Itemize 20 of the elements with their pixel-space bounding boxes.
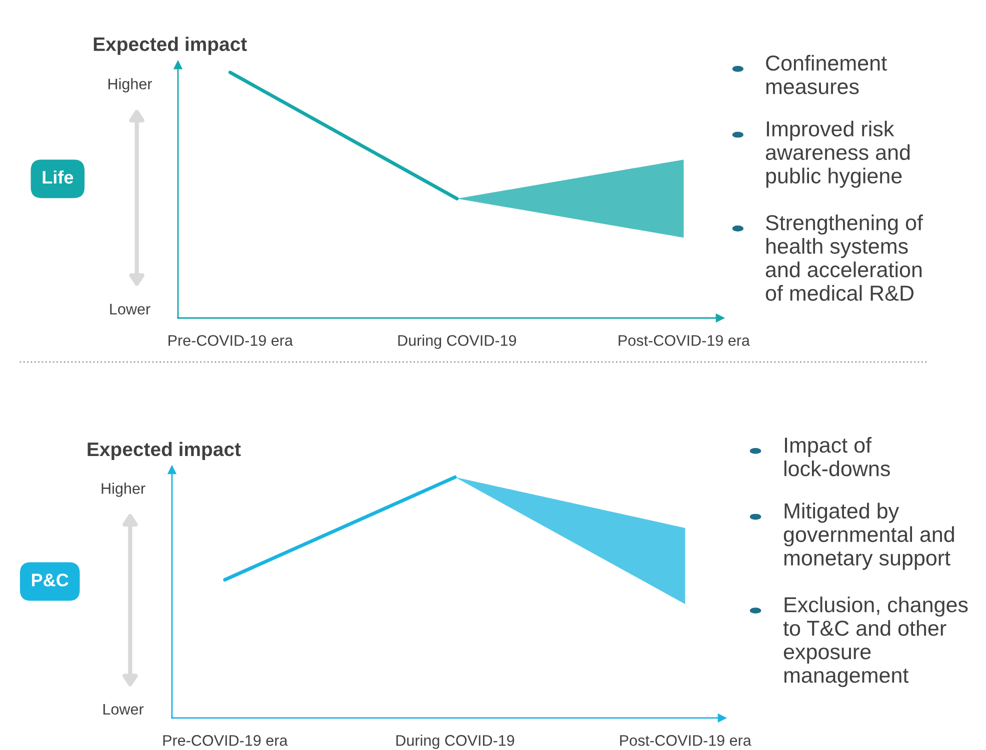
x-tick-label: Pre-COVID-19 era: [163, 735, 288, 746]
text: Higher: [102, 482, 146, 497]
x-tick-label: Post-COVID-19 era: [618, 335, 750, 346]
text: Improved risk awareness and public hygiene: [766, 120, 910, 188]
x-tick-label: During COVID-19: [396, 734, 514, 749]
x-tick-label: During COVID-19: [398, 334, 516, 349]
x-tick-label: Post-COVID-19 era: [620, 735, 752, 746]
text: Exclusion, changes to T&C and other exposure management: [783, 596, 968, 688]
text: Mitigated by governmental and monetary support: [784, 502, 954, 570]
text: Lower: [103, 704, 144, 715]
y-axis-title: Expected impact: [94, 36, 247, 55]
text: Impact of lock-downs: [784, 436, 890, 476]
text: Confinement measures: [766, 54, 887, 94]
text: Life: [42, 170, 74, 184]
text: Lower: [110, 304, 150, 315]
text: Strengthening of health systems and acceleration of medical R&D: [766, 214, 923, 301]
text: Higher: [108, 78, 152, 92]
y-axis-title: Expected impact: [88, 442, 241, 460]
text: P&C: [32, 574, 68, 586]
x-tick-label: Pre-COVID-19 era: [168, 335, 293, 346]
